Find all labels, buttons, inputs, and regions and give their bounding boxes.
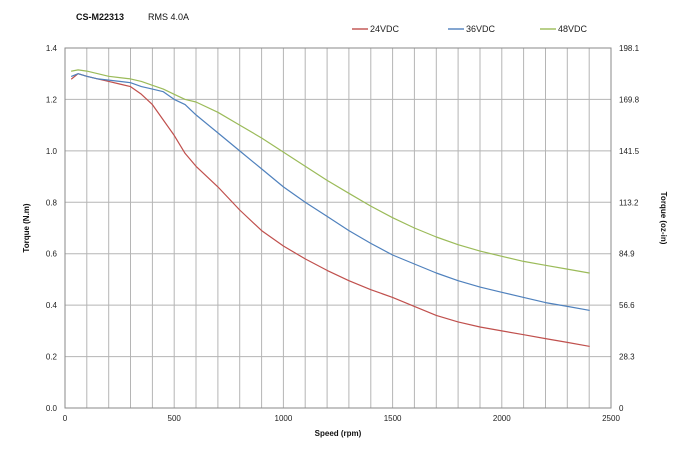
legend-label-24vdc: 24VDC bbox=[370, 24, 400, 34]
y2-tick-label: 141.5 bbox=[619, 147, 640, 156]
x-tick-label: 1000 bbox=[275, 414, 293, 423]
y-tick-label: 1.2 bbox=[46, 95, 58, 104]
y-tick-label: 1.4 bbox=[46, 44, 58, 53]
series-group bbox=[70, 69, 590, 347]
plot-frame bbox=[64, 47, 612, 409]
y-axis-title: Torque (N.m) bbox=[22, 203, 31, 253]
chart-model: CS-M22313 bbox=[76, 12, 124, 22]
y2-tick-label: 169.8 bbox=[619, 95, 640, 104]
chart-rms: RMS 4.0A bbox=[148, 12, 189, 22]
x-tick-label: 2500 bbox=[602, 414, 620, 423]
y-tick-label: 0.8 bbox=[46, 198, 58, 207]
y-tick-label: 0.2 bbox=[46, 353, 58, 362]
y-tick-label: 1.0 bbox=[46, 147, 58, 156]
legend: 24VDC 36VDC 48VDC bbox=[352, 24, 588, 34]
y2-tick-label: 28.3 bbox=[619, 353, 635, 362]
y2-axis-title: Torque (oz-in) bbox=[659, 192, 668, 245]
grid bbox=[65, 48, 611, 408]
legend-label-48vdc: 48VDC bbox=[558, 24, 588, 34]
y2-tick-label: 84.9 bbox=[619, 250, 635, 259]
y2-tick-label: 113.2 bbox=[619, 198, 639, 207]
tick-labels: 0 500 1000 1500 2000 2500 0.0 0.2 0.4 0.6 0.8 1.0 1.… bbox=[46, 44, 640, 423]
series-line-36vdc bbox=[70, 73, 590, 311]
x-tick-label: 0 bbox=[63, 414, 68, 423]
x-tick-label: 500 bbox=[168, 414, 182, 423]
y-tick-label: 0.0 bbox=[46, 404, 58, 413]
y-tick-label: 0.4 bbox=[46, 301, 58, 310]
series-line-24vdc bbox=[70, 73, 590, 347]
y2-tick-label: 56.6 bbox=[619, 301, 635, 310]
x-tick-label: 2000 bbox=[493, 414, 511, 423]
y2-tick-label: 0 bbox=[619, 404, 624, 413]
x-axis-title: Speed (rpm) bbox=[315, 429, 362, 438]
x-tick-label: 1500 bbox=[384, 414, 402, 423]
series-line-48vdc bbox=[70, 69, 590, 274]
legend-label-36vdc: 36VDC bbox=[466, 24, 496, 34]
y-tick-label: 0.6 bbox=[46, 250, 58, 259]
y2-tick-label: 198.1 bbox=[619, 44, 640, 53]
